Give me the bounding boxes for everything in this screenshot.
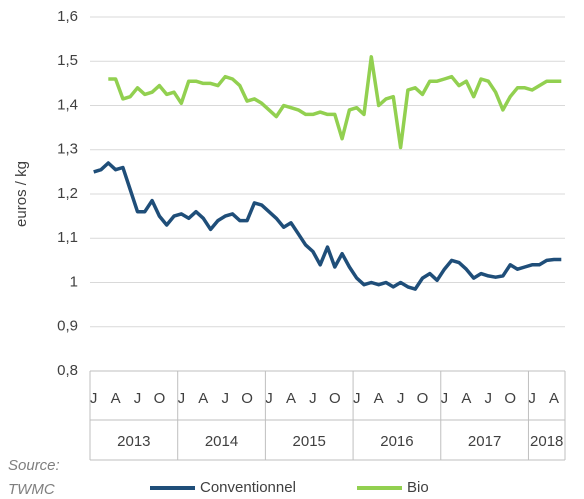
x-tick-label: A xyxy=(549,390,559,407)
legend-label: Bio xyxy=(407,479,429,496)
y-tick-label: 0,8 xyxy=(57,362,78,379)
source: TWMC xyxy=(8,481,55,498)
x-tick-label: J xyxy=(397,390,405,407)
year-label: 2013 xyxy=(117,433,150,450)
year-label: 2017 xyxy=(468,433,501,450)
x-tick-label: J xyxy=(265,390,273,407)
legend-label: Conventionnel xyxy=(200,479,296,496)
x-tick-label: J xyxy=(178,390,186,407)
x-tick-label: A xyxy=(198,390,208,407)
x-tick-label: J xyxy=(221,390,229,407)
y-tick-label: 1,2 xyxy=(57,185,78,202)
series-line xyxy=(93,161,562,291)
x-tick-label: A xyxy=(461,390,471,407)
year-label: 2014 xyxy=(205,433,238,450)
x-tick-label: J xyxy=(441,390,449,407)
x-tick-label: J xyxy=(353,390,361,407)
y-axis-label: euros / kg xyxy=(13,161,30,227)
x-tick-label: J xyxy=(134,390,142,407)
x-tick-label: O xyxy=(504,390,516,407)
x-tick-label: A xyxy=(286,390,296,407)
y-tick-label: 1,1 xyxy=(57,229,78,246)
year-label: 2016 xyxy=(380,433,413,450)
y-tick-label: 1,6 xyxy=(57,8,78,25)
y-tick-label: 1,3 xyxy=(57,141,78,158)
source: Source: xyxy=(8,457,60,474)
year-label: 2018 xyxy=(530,433,563,450)
x-tick-label: O xyxy=(417,390,429,407)
x-tick-label: J xyxy=(485,390,493,407)
x-tick-label: A xyxy=(374,390,384,407)
x-tick-label: A xyxy=(111,390,121,407)
y-tick-label: 1,4 xyxy=(57,96,78,113)
y-tick-label: 0,9 xyxy=(57,318,78,335)
x-tick-label: J xyxy=(309,390,317,407)
x-tick-label: O xyxy=(241,390,253,407)
y-tick-label: 1 xyxy=(70,273,78,290)
y-tick-label: 1,5 xyxy=(57,52,78,69)
year-label: 2015 xyxy=(293,433,326,450)
series-line xyxy=(108,55,562,150)
x-tick-label: O xyxy=(329,390,341,407)
x-tick-label: O xyxy=(154,390,166,407)
x-tick-label: J xyxy=(90,390,98,407)
x-tick-label: J xyxy=(528,390,536,407)
